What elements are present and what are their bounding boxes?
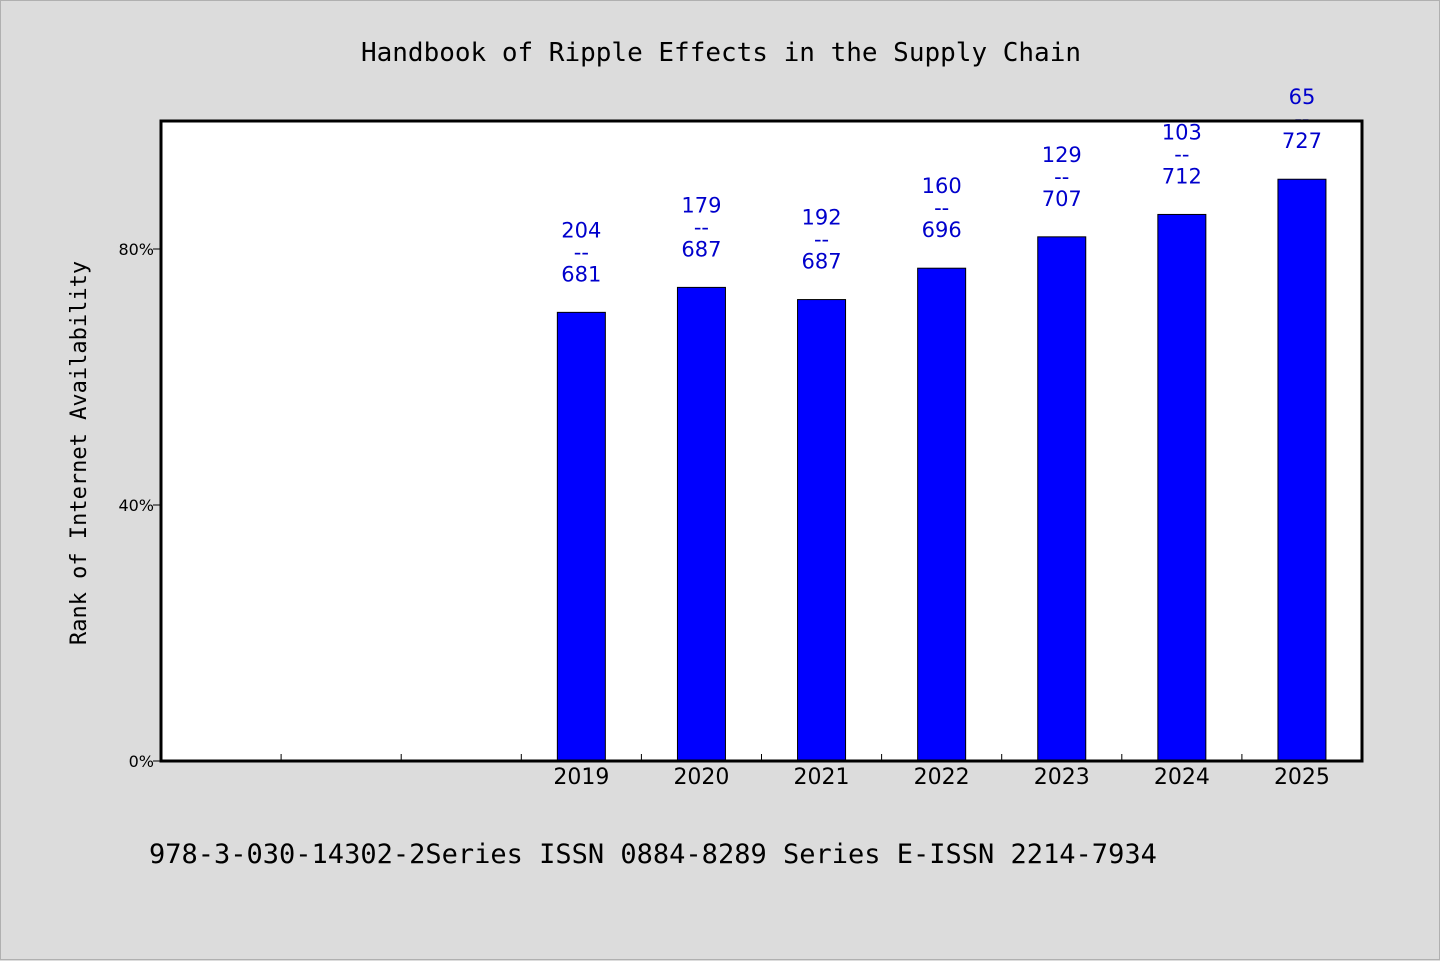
y-tick-label: 40% <box>118 496 154 515</box>
data-label-bottom: 687 <box>802 250 842 274</box>
data-label-top: 65 <box>1289 85 1316 109</box>
x-tick-label: 2022 <box>914 765 970 790</box>
data-label-bottom: 681 <box>561 262 601 286</box>
x-tick-label: 2020 <box>673 765 729 790</box>
data-label-bottom: 696 <box>922 218 962 242</box>
chart-title: Handbook of Ripple Effects in the Supply… <box>361 38 1081 68</box>
bar-2024 <box>1157 213 1207 762</box>
data-label-sep: -- <box>574 240 589 264</box>
data-label-top: 179 <box>681 193 721 217</box>
footer-isbn-text: 978-3-030-14302-2Series ISSN 0884-8289 S… <box>149 839 1157 870</box>
data-label-sep: -- <box>1174 142 1189 166</box>
data-label-bottom: 707 <box>1042 187 1082 211</box>
data-label-top: 160 <box>922 174 962 198</box>
bar-2023 <box>1037 236 1087 762</box>
y-tick-label: 0% <box>129 752 154 771</box>
x-tick-label: 2023 <box>1034 765 1090 790</box>
bar-2019 <box>556 311 606 762</box>
data-label-sep: -- <box>694 215 709 239</box>
data-labels-group: 204--681179--687192--687160--696129--707… <box>561 85 1322 286</box>
data-label-top: 192 <box>802 206 842 230</box>
y-tick-label: 80% <box>118 240 154 259</box>
data-label-top: 204 <box>561 218 601 242</box>
bar-2022 <box>917 267 967 762</box>
data-label-sep: -- <box>934 196 949 220</box>
data-label-sep: -- <box>1294 107 1309 131</box>
data-label-bottom: 727 <box>1282 129 1322 153</box>
data-label-sep: -- <box>814 228 829 252</box>
y-axis: 0% 40% 80% <box>118 240 161 771</box>
x-tick-label: 2019 <box>553 765 609 790</box>
x-tick-label: 2025 <box>1274 765 1330 790</box>
y-axis-label: Rank of Internet Availability <box>67 261 92 645</box>
data-label-top: 103 <box>1162 120 1202 144</box>
x-axis: 2019 2020 2021 2022 2023 2024 2025 <box>280 754 1330 790</box>
bar-2025 <box>1277 178 1327 762</box>
data-label-sep: -- <box>1054 165 1069 189</box>
bar-2021 <box>797 299 847 762</box>
data-label-bottom: 687 <box>681 237 721 261</box>
x-tick-label: 2024 <box>1154 765 1210 790</box>
data-label-bottom: 712 <box>1162 164 1202 188</box>
bars-group <box>556 178 1327 762</box>
x-tick-label: 2021 <box>794 765 850 790</box>
bar-2020 <box>676 286 726 762</box>
data-label-top: 129 <box>1042 143 1082 167</box>
